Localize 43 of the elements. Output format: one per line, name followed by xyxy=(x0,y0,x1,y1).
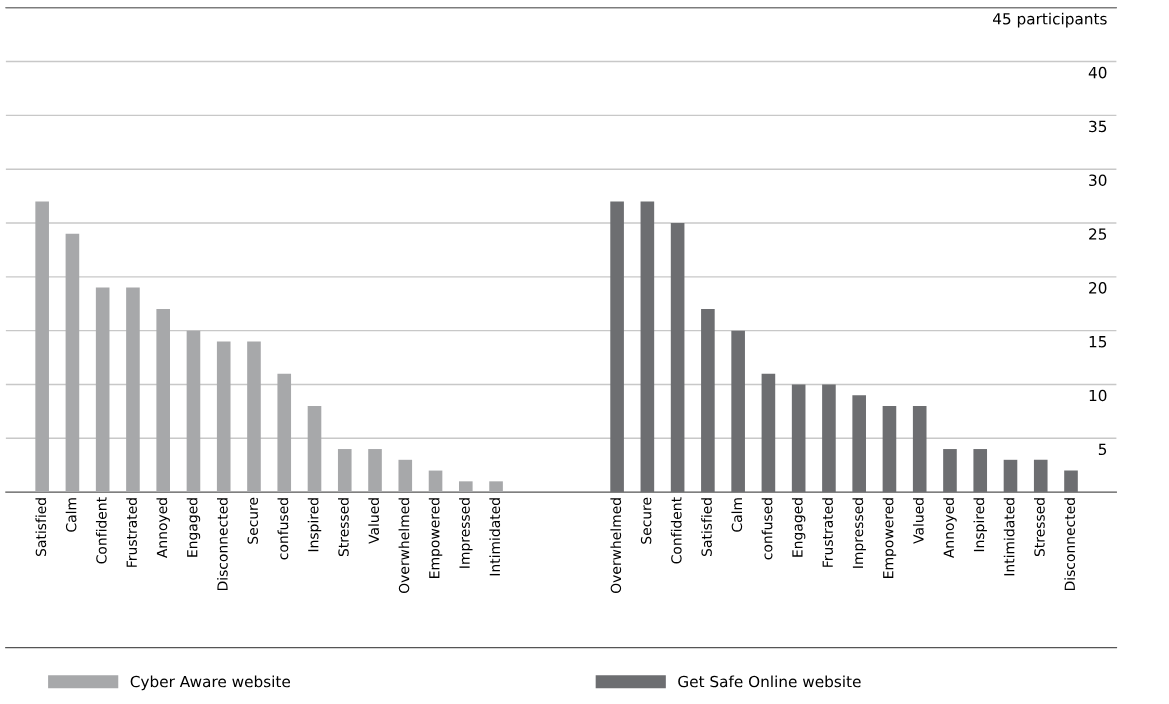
x-tick-label: Stressed xyxy=(1034,498,1045,557)
y-tick-label: 10 xyxy=(1089,389,1107,402)
x-tick-label: Stressed xyxy=(338,498,349,557)
y-tick-label: 35 xyxy=(1089,120,1107,133)
y-tick-label: 25 xyxy=(1089,228,1107,240)
x-tick-label: Disconnected xyxy=(217,498,228,591)
y-tick-label: 5 xyxy=(1098,443,1107,456)
y-tick-label: 15 xyxy=(1089,336,1107,348)
x-tick-label: Intimidated xyxy=(489,498,501,576)
x-tick-label: Overwhelmed xyxy=(610,498,622,594)
x-tick-label: Frustrated xyxy=(126,498,137,567)
x-tick-label: Confident xyxy=(95,497,107,564)
x-tick-label: Intimidated xyxy=(1003,498,1015,576)
x-tick-label: Engaged xyxy=(186,498,201,557)
x-tick-label: Disconnected xyxy=(1064,498,1076,591)
legend-label: Cyber Aware website xyxy=(130,675,290,691)
x-tick-label: Annoyed xyxy=(156,498,170,559)
x-tick-label: confused xyxy=(761,498,773,560)
legend-label: Get Safe Online website xyxy=(678,675,861,688)
y-tick-label: 20 xyxy=(1089,282,1107,294)
x-tick-label: Secure xyxy=(247,497,259,544)
y-tick-label: 40 xyxy=(1088,66,1107,79)
x-tick-label: Secure xyxy=(640,497,652,544)
y-tick-label: 30 xyxy=(1089,174,1107,187)
x-tick-label: Empowered xyxy=(882,498,897,578)
x-tick-label: Satisfied xyxy=(701,498,712,557)
x-tick-label: Inspired xyxy=(973,498,987,552)
x-tick-label: Inspired xyxy=(307,498,322,552)
x-tick-label: Engaged xyxy=(791,498,806,557)
x-tick-label: Impressed xyxy=(852,498,866,568)
x-tick-label: Frustrated xyxy=(822,498,833,567)
x-tick-label: Valued xyxy=(912,498,924,544)
x-tick-label: Empowered xyxy=(428,498,443,578)
x-tick-label: Calm xyxy=(65,498,77,532)
x-tick-label: Calm xyxy=(731,498,743,532)
x-tick-label: Valued xyxy=(368,498,380,544)
y-tick-label: 45 participants xyxy=(992,12,1107,28)
x-tick-label: confused xyxy=(277,498,289,560)
x-tick-label: Satisfied xyxy=(35,498,47,557)
x-tick-label: Impressed xyxy=(459,498,473,568)
x-tick-label: Overwhelmed xyxy=(398,498,410,594)
x-tick-label: Annoyed xyxy=(943,498,957,559)
x-tick-label: Confident xyxy=(670,497,682,564)
